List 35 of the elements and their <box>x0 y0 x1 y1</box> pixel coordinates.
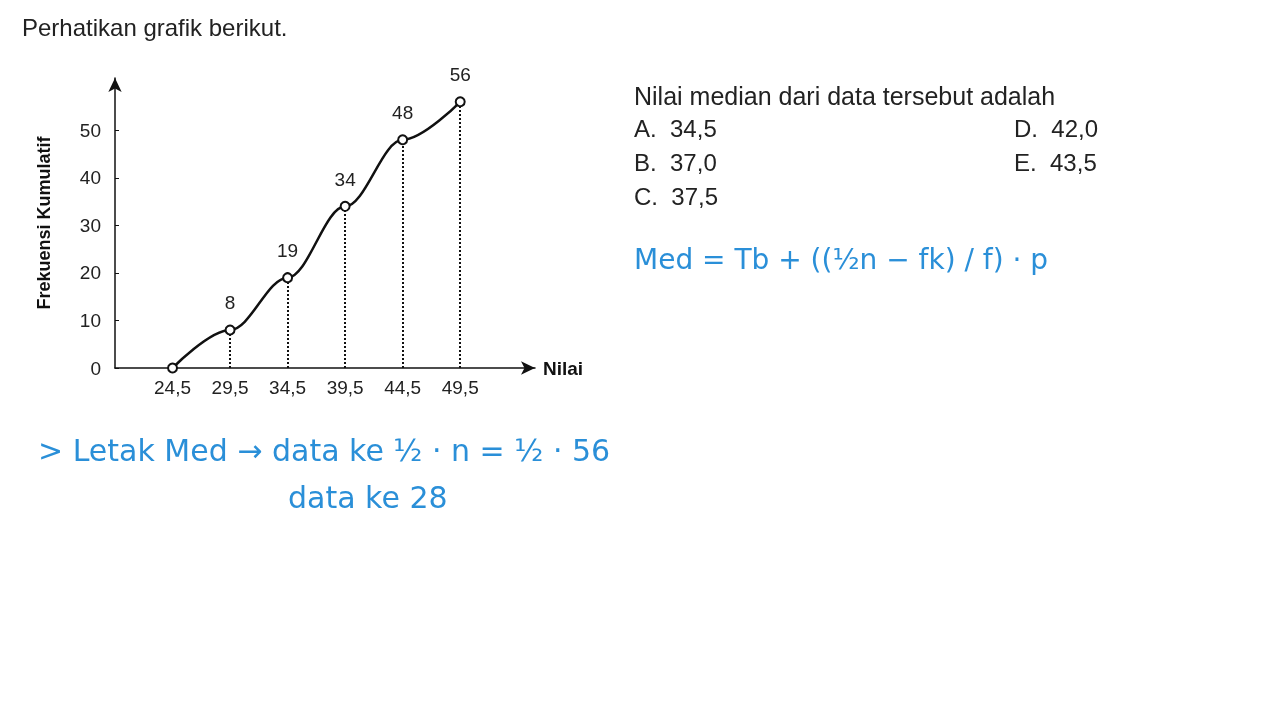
text: 34 <box>334 168 356 190</box>
x-tick-label: 34,5 <box>269 377 307 398</box>
y-tick-label: 10 <box>79 309 101 331</box>
point <box>454 96 466 108</box>
text: 56 <box>449 64 471 86</box>
text: C. 37,5 <box>634 183 720 212</box>
text: 8 <box>224 292 236 314</box>
point <box>167 362 179 374</box>
x-tick-label: 44,5 <box>384 377 422 398</box>
text: 48 <box>392 102 414 124</box>
x-tick-label: 39,5 <box>326 377 364 398</box>
x-axis-title: Nilai <box>543 357 584 379</box>
x-tick-label: 24,5 <box>154 377 192 398</box>
text: B. 37,0 <box>634 149 718 178</box>
text: > Letak Med → data ke ½ · n = ½ · 56 <box>38 433 611 468</box>
point <box>224 324 236 336</box>
text: Med = Tb + ((½n − fk) / f) · p <box>634 243 1050 276</box>
y-tick-label: 0 <box>90 357 101 379</box>
point <box>397 134 409 146</box>
text: E. 43,5 <box>1014 149 1098 178</box>
point <box>339 200 351 212</box>
y-tick-label: 40 <box>79 167 101 189</box>
y-axis-title: Frekuensi Kumulatif <box>34 135 54 310</box>
point <box>282 272 294 284</box>
text: A. 34,5 <box>634 115 718 144</box>
x-tick-label: 29,5 <box>211 377 249 398</box>
x-tick-label: 49,5 <box>441 377 479 398</box>
text: data ke 28 <box>288 480 449 515</box>
y-tick-label: 20 <box>79 262 101 284</box>
y-tick-label: 30 <box>79 214 101 236</box>
text: 19 <box>277 240 299 262</box>
text: Nilai median dari data tersebut adalah <box>634 82 1057 111</box>
chart-title: Perhatikan grafik berikut. <box>22 14 288 42</box>
text: D. 42,0 <box>1014 115 1100 144</box>
y-tick-label: 50 <box>79 119 101 141</box>
